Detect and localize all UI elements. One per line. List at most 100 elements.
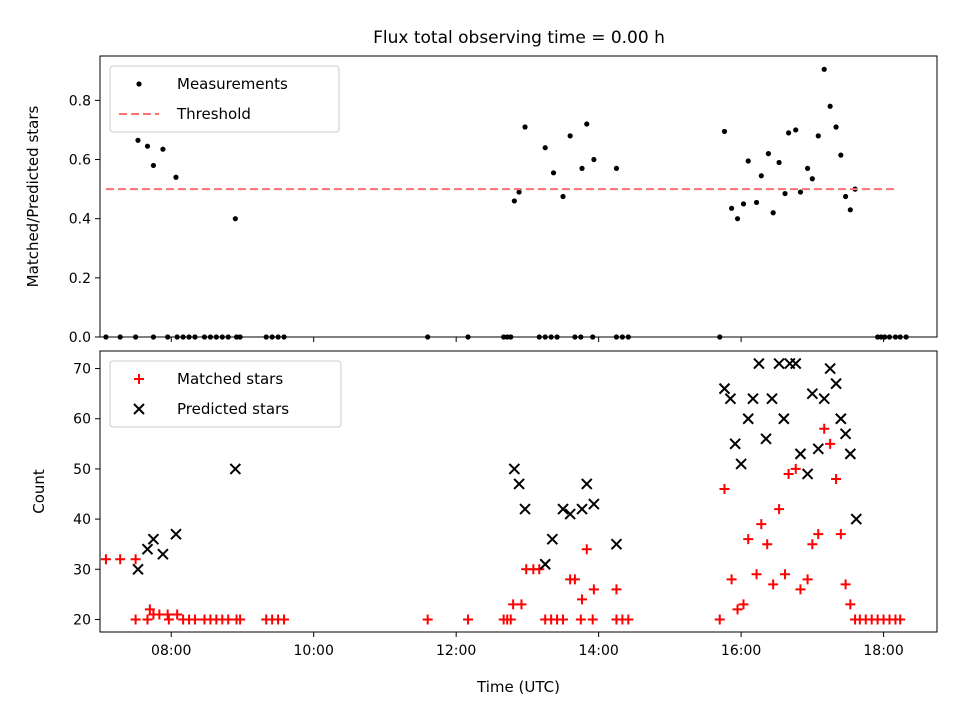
series-0-point — [575, 614, 586, 625]
series-0-point — [613, 165, 620, 171]
series-1-point — [519, 503, 531, 515]
series-0-point — [732, 604, 743, 615]
series-1-point — [170, 528, 182, 540]
series-1-point — [830, 377, 842, 390]
series-1-point — [753, 357, 765, 370]
x-tick-label: 10:00 — [294, 643, 334, 659]
series-0-point — [842, 193, 849, 200]
series-0-point — [534, 564, 545, 575]
axes-frame — [99, 55, 938, 338]
series-0-point — [623, 614, 634, 625]
y-axis-label: Matched/Predicted stars — [24, 106, 42, 288]
series-1-point — [557, 503, 569, 515]
series-0-point — [115, 554, 126, 565]
y-tick-label: 0.2 — [69, 271, 91, 287]
series-1-point — [581, 478, 593, 490]
bottom-panel: 20 30 40 50 60 70 08:00 10:00 12:00 14:00 16:00 18:… — [30, 350, 938, 696]
y-tick-label: 20 — [73, 612, 91, 628]
legend-label: Matched stars — [177, 370, 283, 388]
series-0-point — [150, 162, 157, 169]
y-tick-label: 0.6 — [69, 153, 91, 169]
x-tick-label: 14:00 — [578, 643, 618, 659]
series-0-point — [745, 158, 751, 164]
series-0-point — [505, 614, 516, 625]
series-1-point — [824, 362, 836, 375]
legend-label: Predicted stars — [177, 400, 289, 418]
series-0-point — [782, 190, 788, 197]
series-0-point — [835, 529, 846, 540]
legend-box — [109, 360, 342, 428]
series-0-point — [756, 519, 767, 530]
series-1-point — [718, 382, 731, 395]
series-0-point — [740, 201, 747, 207]
x-tick-label: 08:00 — [151, 643, 191, 659]
series-0-point — [714, 614, 725, 625]
series-0-point — [581, 544, 592, 555]
series-0-point — [768, 579, 779, 590]
series-0-point — [793, 127, 799, 133]
series-0-point — [577, 594, 588, 605]
series-0-point — [579, 165, 585, 171]
series-1-point — [141, 543, 154, 555]
y-tick-label: 0.8 — [69, 93, 91, 109]
series-0-point — [776, 159, 782, 166]
series-0-point — [780, 569, 791, 580]
series-0-point — [729, 205, 735, 211]
series-1-point — [588, 498, 600, 510]
series-1-point — [778, 413, 790, 425]
series-0-point — [587, 614, 598, 625]
legend-plus-marker — [134, 374, 144, 384]
series-0-point — [130, 614, 141, 625]
series-0-point — [758, 173, 764, 179]
series-1-point — [766, 392, 778, 405]
series-0-point — [163, 614, 174, 625]
series-0-point — [827, 103, 833, 109]
series-0-point — [588, 584, 599, 595]
series-0-point — [743, 534, 754, 545]
series-1-point — [806, 387, 819, 400]
series-0-group — [100, 423, 906, 625]
series-1-point — [610, 538, 623, 550]
y-tick-label: 60 — [73, 412, 91, 428]
series-0-point — [804, 165, 811, 171]
x-axis-label: Time (UTC) — [476, 678, 560, 696]
series-0-point — [522, 124, 528, 130]
series-1-point — [157, 548, 169, 560]
series-1-point — [790, 357, 802, 370]
series-0-point — [895, 614, 906, 625]
figure-title: Flux total observing time = 0.00 h — [373, 28, 665, 48]
series-1-point — [564, 508, 576, 520]
series-0-point — [516, 599, 527, 610]
series-0-point — [770, 210, 776, 216]
series-0-point — [144, 143, 151, 149]
series-0-point — [721, 128, 728, 135]
x-tick-label: 12:00 — [436, 643, 476, 659]
series-0-point — [840, 579, 851, 590]
series-0-point — [719, 483, 730, 494]
series-0-point — [130, 554, 141, 565]
legend-x-marker — [133, 403, 145, 415]
series-0-point — [172, 609, 183, 620]
y-tick-label: 0.4 — [69, 212, 91, 228]
legend-label: Measurements — [177, 75, 288, 93]
series-0-point — [821, 66, 827, 72]
series-1-group — [132, 357, 862, 575]
series-0-point — [189, 614, 200, 625]
series-0-point — [100, 554, 111, 565]
series-1-point — [812, 443, 824, 455]
series-0-point — [783, 468, 794, 479]
series-0-point — [831, 473, 842, 484]
series-0-point — [591, 156, 597, 163]
series-0-point — [807, 539, 818, 550]
series-0-point — [751, 569, 762, 580]
series-0-point — [734, 216, 741, 222]
series-0-point — [279, 614, 290, 625]
series-0-point — [135, 137, 141, 143]
series-0-point — [738, 599, 749, 610]
legend: Matched stars Predicted stars — [109, 360, 342, 428]
series-1-point — [850, 513, 862, 525]
series-0-point — [774, 504, 785, 515]
series-0-group — [103, 66, 909, 340]
series-0-point — [762, 539, 773, 550]
